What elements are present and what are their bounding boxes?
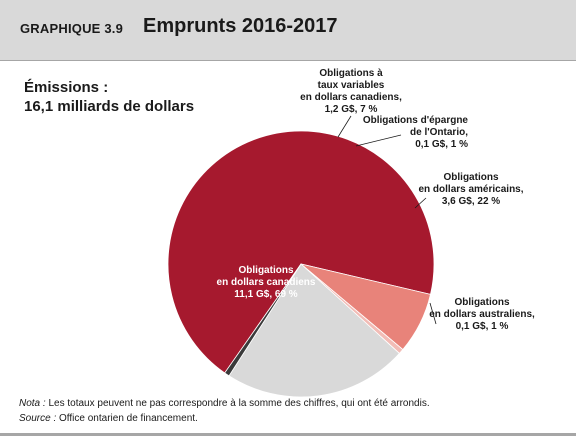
leader-line bbox=[414, 197, 427, 209]
issues-total: Émissions : 16,1 milliards de dollars bbox=[24, 78, 194, 116]
slice-label: Obligations en dollars américains, 3,6 G$,… bbox=[418, 172, 523, 207]
chart-title: Emprunts 2016-2017 bbox=[143, 15, 338, 37]
slice-label-line: en dollars canadiens bbox=[217, 277, 316, 288]
slice-label: Obligations en dollars canadiens 11,1 G$, … bbox=[217, 265, 316, 300]
slice-label-line: Obligations bbox=[455, 297, 510, 308]
pie-slice bbox=[224, 263, 302, 377]
slice-label-line: 0,1 G$, 1 % bbox=[415, 139, 468, 150]
leader-line bbox=[337, 115, 352, 138]
slice-label-line: 0,1 G$, 1 % bbox=[456, 321, 509, 332]
slice-label-line: de l'Ontario, bbox=[410, 127, 468, 138]
slice-label-line: 1,2 G$, 7 % bbox=[325, 104, 378, 115]
slice-label: Obligations à taux variables en dollars ca… bbox=[300, 68, 402, 115]
slice-label-line: en dollars canadiens, bbox=[300, 92, 402, 103]
issues-label: Émissions : bbox=[24, 79, 109, 96]
leader-line bbox=[429, 302, 437, 325]
slice-label-line: Obligations d'épargne bbox=[363, 115, 469, 126]
slice-label: Obligations en dollars australiens, 0,1 G$… bbox=[429, 297, 535, 332]
slice-label-line: Obligations à bbox=[319, 68, 383, 79]
slice-label-line: en dollars américains, bbox=[418, 184, 523, 195]
source-text: Office ontarien de financement. bbox=[56, 413, 198, 424]
slice-label-line: 3,6 G$, 22 % bbox=[442, 196, 500, 207]
leader-line bbox=[355, 134, 402, 147]
chart-header: GRAPHIQUE 3.9 Emprunts 2016-2017 bbox=[0, 0, 576, 60]
nota-text: Les totaux peuvent ne pas correspondre à… bbox=[45, 398, 430, 409]
slice-label-line: 11,1 G$, 69 % bbox=[234, 289, 297, 300]
nota-label: Nota : bbox=[19, 398, 46, 409]
bottom-divider bbox=[0, 433, 576, 436]
issues-amount: 16,1 milliards de dollars bbox=[24, 98, 195, 115]
chart-number: GRAPHIQUE 3.9 bbox=[20, 21, 124, 36]
header-divider bbox=[0, 60, 576, 61]
slice-label-line: en dollars australiens, bbox=[429, 309, 535, 320]
source-label: Source : bbox=[19, 413, 57, 424]
slice-label-line: Obligations bbox=[239, 265, 294, 276]
slice-label: Obligations d'épargne de l'Ontario, 0,1 G$… bbox=[363, 115, 469, 150]
chart-notes: Nota : Les totaux peuvent ne pas corresp… bbox=[19, 396, 430, 426]
source-line: Source : Office ontarien de financement. bbox=[19, 411, 430, 426]
slice-label-line: taux variables bbox=[318, 80, 385, 91]
nota-line: Nota : Les totaux peuvent ne pas corresp… bbox=[19, 396, 430, 411]
slice-label-line: Obligations bbox=[444, 172, 499, 183]
pie-slice bbox=[167, 130, 435, 374]
pie-slice bbox=[228, 263, 400, 398]
